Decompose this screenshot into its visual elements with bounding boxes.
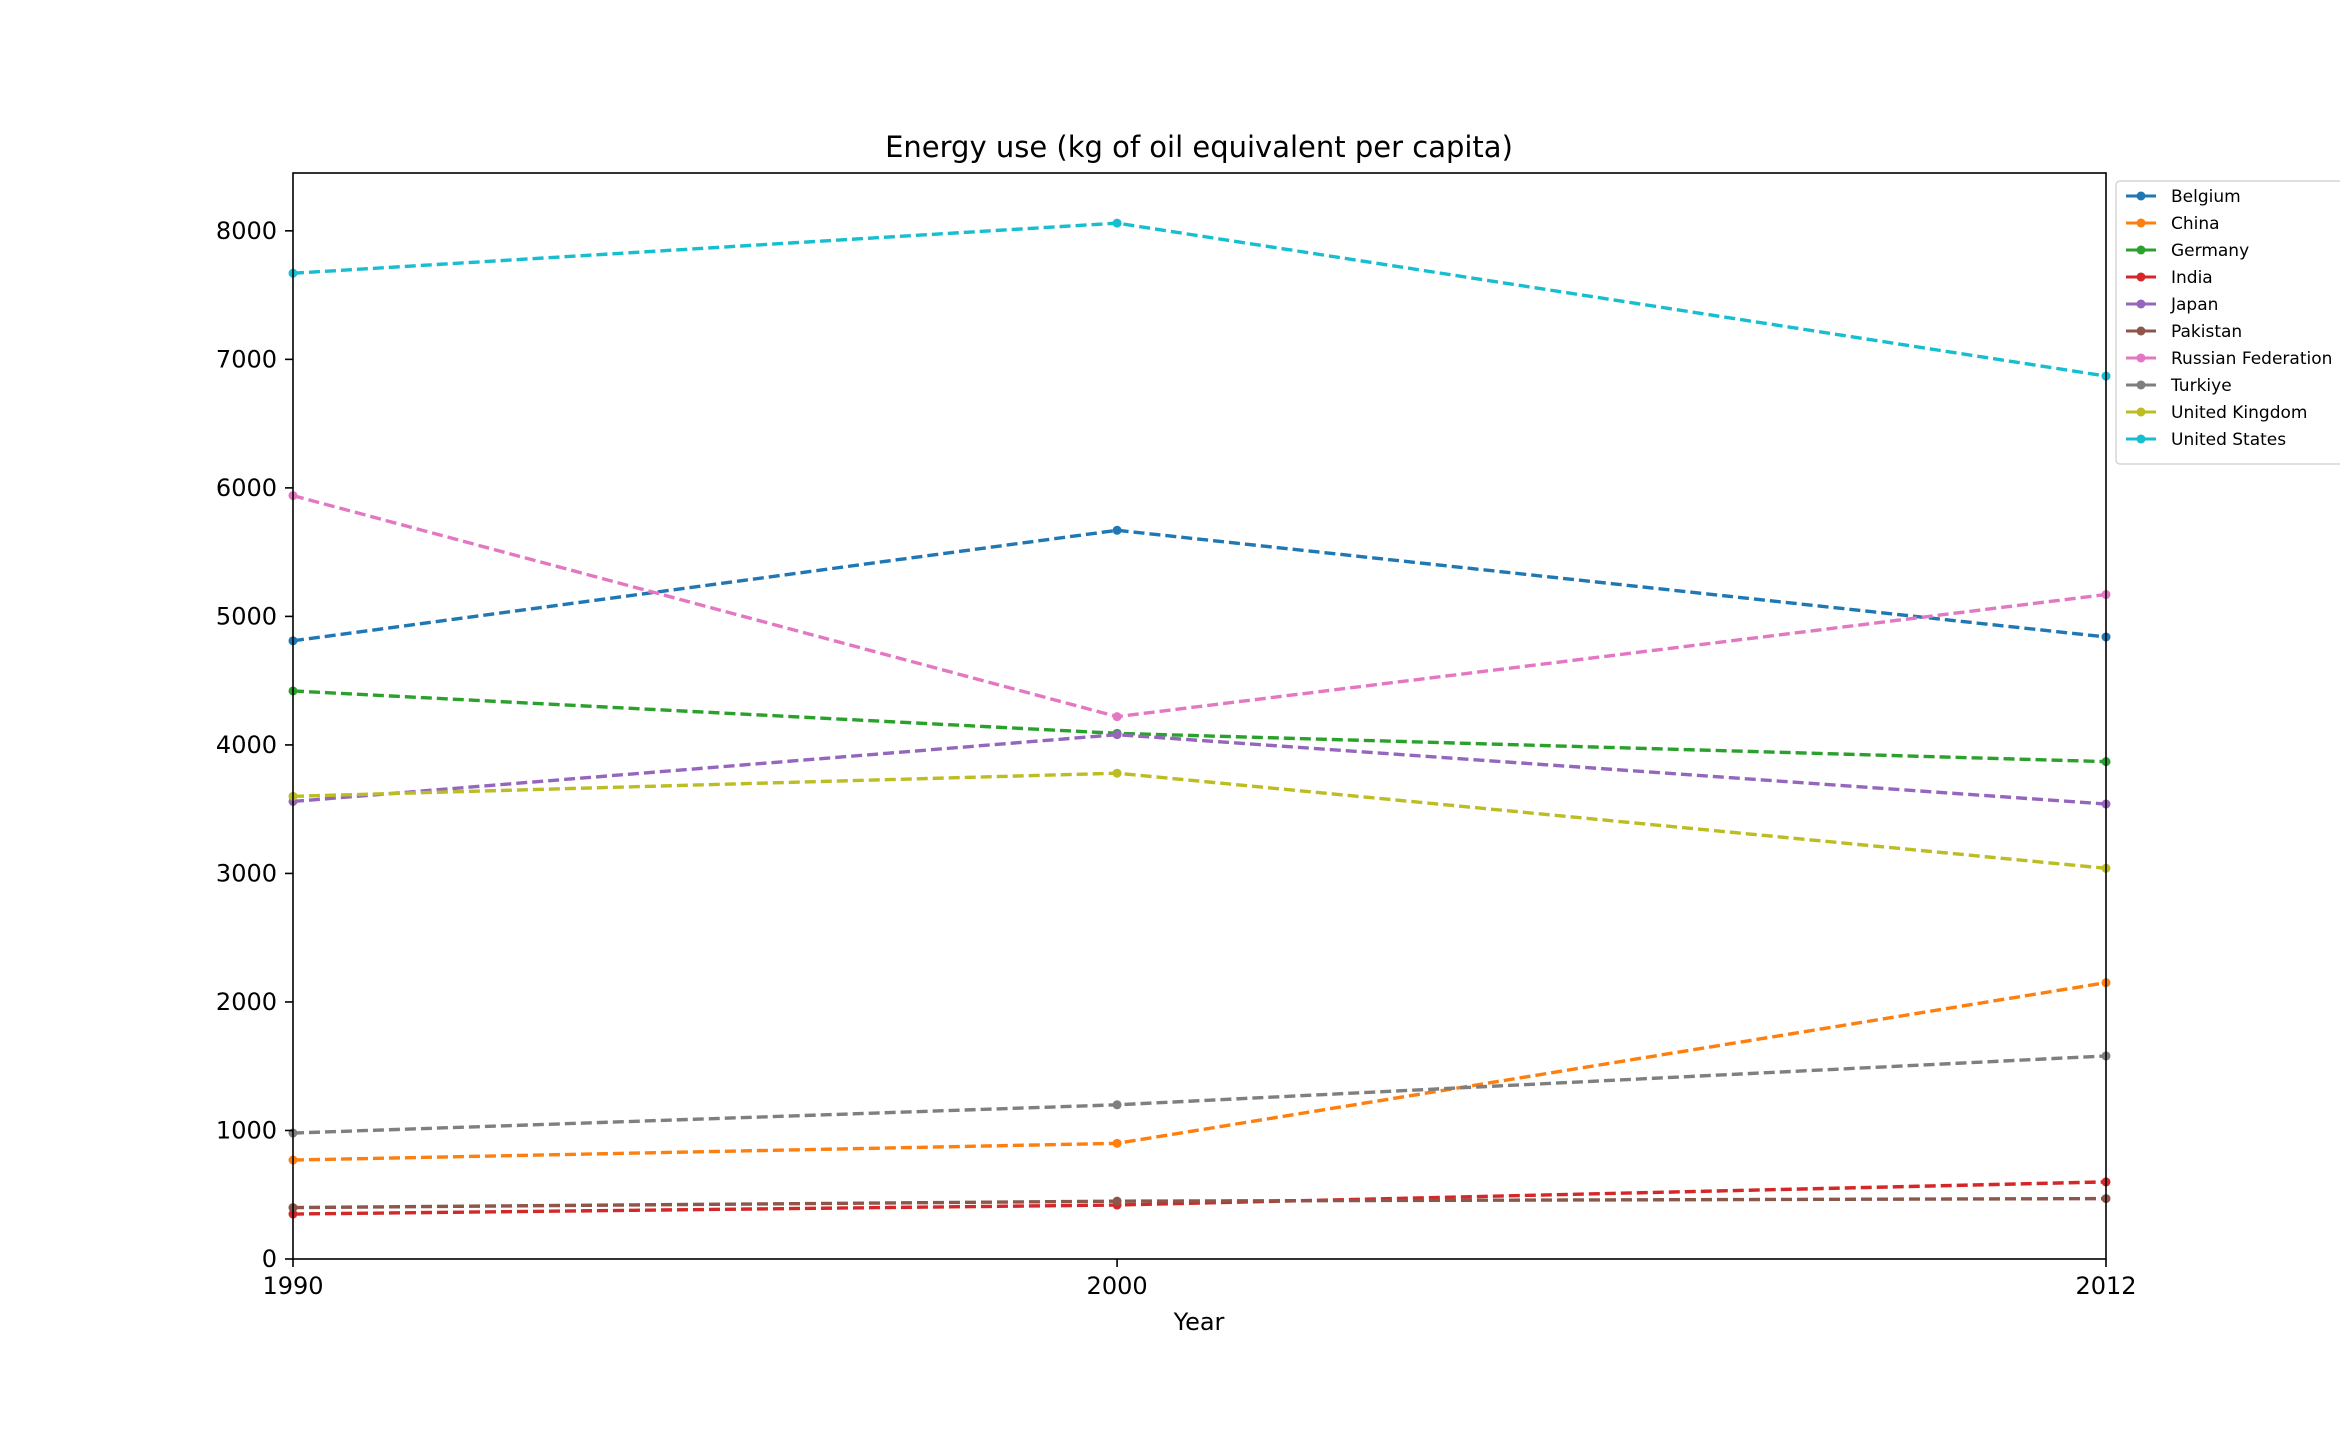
legend: Belgium China Germany India Japan Pakistan Rus… — [2115, 180, 2340, 465]
y-tick-label: 7000 — [216, 345, 277, 373]
legend-label: Pakistan — [2171, 322, 2242, 342]
legend-swatch-marker — [2136, 218, 2146, 228]
legend-label: Russian Federation — [2171, 349, 2332, 369]
y-tick-label: 5000 — [216, 602, 277, 630]
y-tick-label: 1000 — [216, 1116, 277, 1144]
series-line — [292, 981, 2107, 1162]
y-tick-label: 3000 — [216, 859, 277, 887]
y-tick-label: 6000 — [216, 474, 277, 502]
legend-label: Japan — [2170, 295, 2218, 315]
x-tick-label: 2000 — [1087, 1272, 1148, 1300]
legend-swatch-marker — [2136, 245, 2146, 255]
data-point — [1112, 1196, 1122, 1206]
data-point — [1112, 525, 1122, 535]
y-axis: 0 1000 2000 3000 4000 5000 6000 7000 8000 — [216, 217, 293, 1273]
series-line — [292, 1054, 2107, 1135]
series-line — [292, 732, 2107, 806]
legend-swatch-marker — [2136, 353, 2146, 363]
legend-label: India — [2171, 268, 2213, 288]
legend-swatch-marker — [2136, 434, 2146, 444]
data-point — [1112, 768, 1122, 778]
legend-swatch-marker — [2136, 326, 2146, 336]
plot-frame — [292, 172, 2107, 1260]
legend-label: Belgium — [2171, 187, 2241, 207]
legend-label: Germany — [2171, 241, 2249, 261]
legend-swatch-marker — [2136, 191, 2146, 201]
data-point — [1112, 712, 1122, 722]
y-tick-label: 2000 — [216, 988, 277, 1016]
series-line — [292, 771, 2107, 870]
chart-title: Energy use (kg of oil equivalent per cap… — [885, 130, 1513, 164]
data-point — [1112, 730, 1122, 740]
legend-box — [2115, 180, 2340, 465]
legend-label: China — [2171, 214, 2220, 234]
x-axis: 1990 2000 2012 — [262, 1259, 2137, 1300]
data-point — [1112, 218, 1122, 228]
series-layer — [288, 218, 2111, 1219]
y-tick-label: 0 — [262, 1245, 277, 1273]
legend-label: Turkiye — [2170, 376, 2232, 396]
x-tick-label: 1990 — [262, 1272, 323, 1300]
x-axis-label: Year — [1173, 1308, 1225, 1336]
x-tick-label: 2012 — [2075, 1272, 2136, 1300]
series-line — [292, 221, 2107, 378]
series-line — [292, 528, 2107, 643]
legend-label: United Kingdom — [2171, 403, 2307, 423]
legend-label: United States — [2171, 430, 2286, 450]
legend-swatch-marker — [2136, 407, 2146, 417]
data-point — [1112, 1100, 1122, 1110]
series-line — [292, 689, 2107, 764]
legend-swatch-marker — [2136, 299, 2146, 309]
legend-swatch-marker — [2136, 380, 2146, 390]
legend-swatch-marker — [2136, 272, 2146, 282]
y-tick-label: 4000 — [216, 731, 277, 759]
y-tick-label: 8000 — [216, 217, 277, 245]
data-point — [1112, 1138, 1122, 1148]
